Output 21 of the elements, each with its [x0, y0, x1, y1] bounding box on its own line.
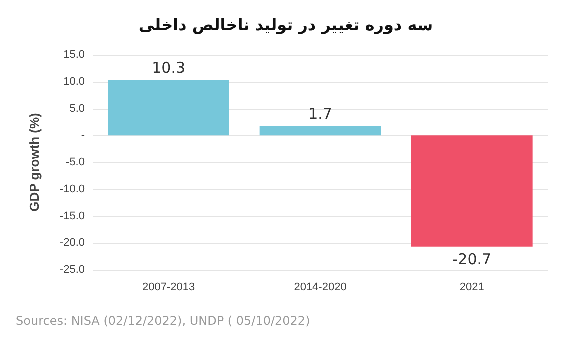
data-label: -20.7: [452, 250, 492, 268]
y-tick-label: -20.0: [60, 237, 85, 250]
x-tick-label: 2014-2020: [294, 282, 347, 294]
y-tick-label: -25.0: [60, 264, 85, 276]
y-tick-label: 10.0: [64, 76, 85, 88]
bar: [260, 126, 382, 136]
y-tick-label: -10.0: [60, 183, 85, 196]
bar: [412, 136, 533, 247]
data-label: 1.7: [308, 104, 332, 123]
y-tick-label: 15.0: [64, 49, 85, 61]
y-tick-label: 5.0: [70, 102, 85, 115]
data-label: 10.3: [152, 58, 186, 77]
y-tick-label: -15.0: [60, 210, 85, 222]
y-tick-label: -5.0: [66, 156, 85, 168]
x-tick-label: 2007-2013: [142, 282, 196, 294]
x-tick-label: 2021: [460, 282, 484, 294]
y-axis-title: GDP growth (%): [27, 113, 42, 212]
source-note: Sources: NISA (02/12/2022), UNDP ( 05/10/2022): [16, 314, 310, 328]
chart-title: سه دوره تغییر در تولید ناخالص داخلی: [138, 16, 434, 34]
bar: [108, 80, 230, 136]
y-tick-label: -: [81, 130, 86, 142]
